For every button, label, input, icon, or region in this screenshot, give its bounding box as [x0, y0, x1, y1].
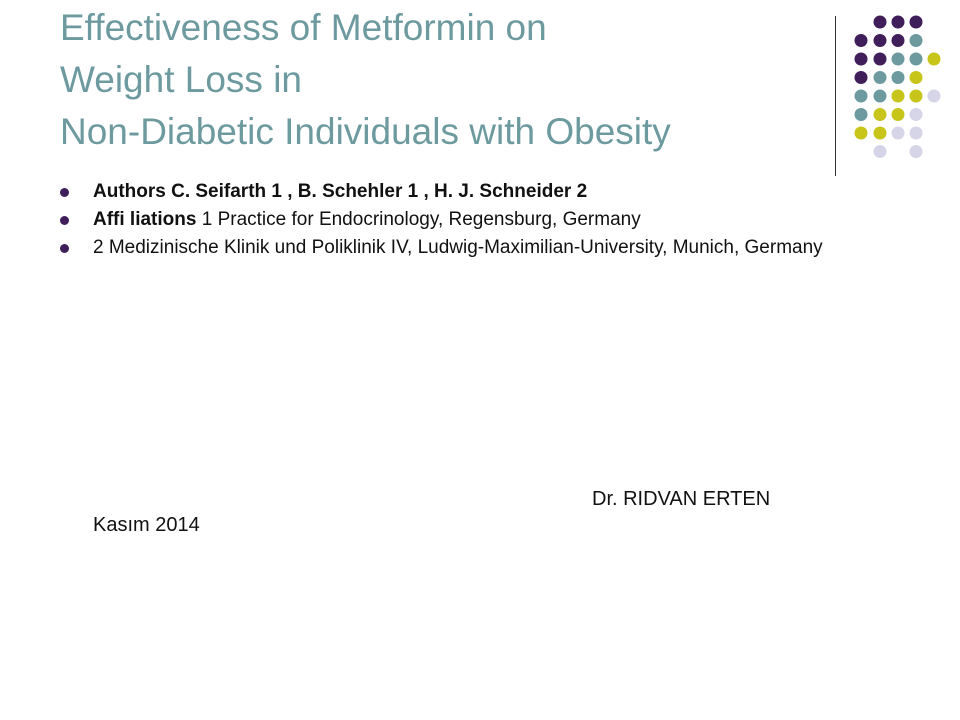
decorative-dot — [891, 34, 905, 47]
decorative-dot — [891, 15, 905, 29]
decorative-dot — [873, 52, 887, 66]
bullet-authors: Authors C. Seifarth 1 , B. Schehler 1 , … — [60, 180, 900, 203]
decorative-dot — [873, 108, 887, 121]
bullet-icon — [60, 244, 69, 253]
presenter-name: Dr. RIDVAN ERTEN — [592, 488, 771, 510]
affiliations-label: Affi liations — [93, 209, 197, 230]
decorative-dot — [873, 71, 887, 84]
decorative-dot — [854, 71, 868, 84]
decorative-dot — [909, 145, 923, 158]
decorative-dot — [909, 108, 923, 121]
decorative-dot — [854, 108, 868, 121]
decorative-dot — [873, 145, 887, 158]
bullet-affiliation-2: 2 Medizinische Klinik und Poliklinik IV,… — [60, 236, 900, 259]
affiliations-text: 1 Practice for Endocrinology, Regensburg… — [196, 209, 641, 230]
decorative-dot — [891, 89, 905, 103]
decorative-dot — [873, 15, 887, 29]
bullet-list: Authors C. Seifarth 1 , B. Schehler 1 , … — [60, 180, 900, 264]
decorative-dot — [891, 108, 905, 121]
decorative-dot — [909, 15, 923, 29]
decorative-dot — [927, 52, 941, 66]
decorative-dot — [854, 52, 868, 66]
title-line-2: Weight Loss in — [60, 59, 302, 100]
decorative-dot — [891, 52, 905, 66]
decorative-dot-grid — [854, 15, 941, 158]
decorative-dot — [909, 89, 923, 103]
decorative-dot — [909, 126, 923, 140]
decorative-dot — [909, 71, 923, 84]
presentation-date: Kasım 2014 — [93, 514, 200, 536]
title-line-3: Non-Diabetic Individuals with Obesity — [60, 111, 671, 152]
decorative-dot — [909, 34, 923, 47]
title-divider — [835, 16, 836, 176]
decorative-dot — [873, 89, 887, 103]
authors-text: C. Seifarth 1 , B. Schehler 1 , H. J. Sc… — [165, 181, 588, 202]
decorative-dot — [873, 126, 887, 140]
bullet-affiliations: Affi liations 1 Practice for Endocrinolo… — [60, 208, 900, 231]
decorative-dot — [854, 34, 868, 47]
decorative-dot — [891, 126, 905, 140]
decorative-dot — [891, 71, 905, 84]
affiliation-2-text: 2 Medizinische Klinik und Poliklinik IV,… — [93, 237, 823, 258]
decorative-dot — [927, 89, 941, 103]
bullet-icon — [60, 188, 69, 197]
decorative-dot — [854, 89, 868, 103]
decorative-dot — [873, 34, 887, 47]
decorative-dot — [854, 126, 868, 140]
bullet-icon — [60, 216, 69, 225]
decorative-dot — [909, 52, 923, 66]
slide-title: Effectiveness of Metformin on Weight Los… — [60, 2, 840, 158]
authors-label: Authors — [93, 181, 166, 202]
title-line-1: Effectiveness of Metformin on — [60, 7, 547, 48]
